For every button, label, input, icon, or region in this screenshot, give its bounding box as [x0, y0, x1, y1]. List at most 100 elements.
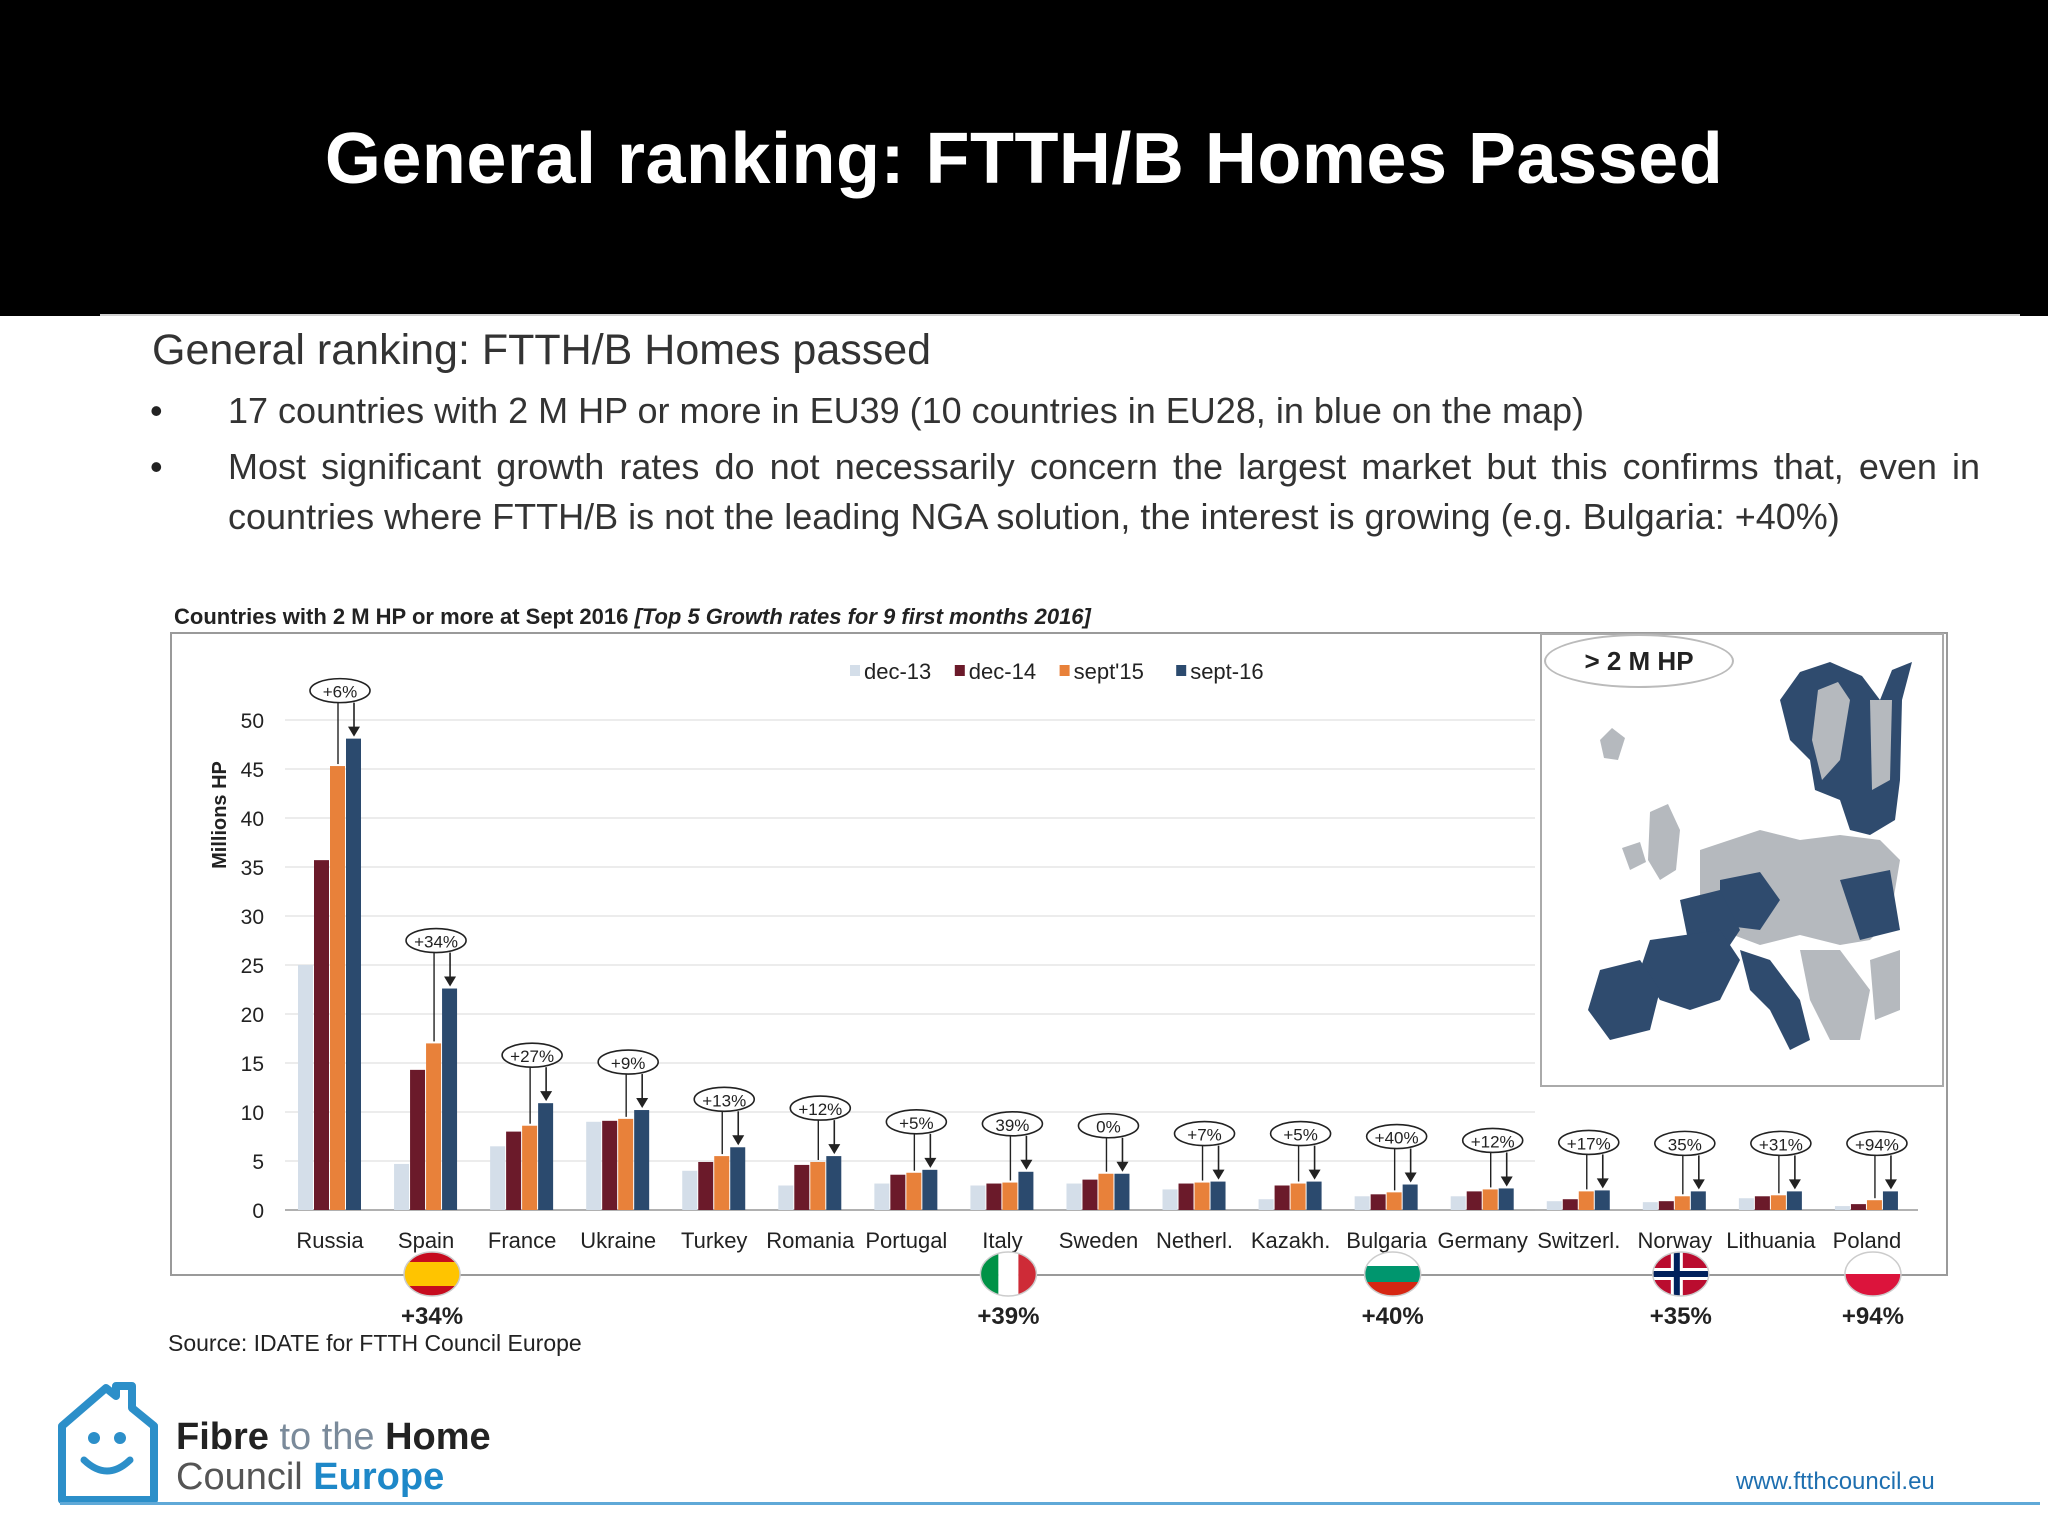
slide-title: General ranking: FTTH/B Homes Passed — [324, 119, 1724, 199]
bar-dec-14 — [1562, 1199, 1578, 1210]
growth-label: +5% — [1283, 1126, 1318, 1145]
growth-arrowhead — [1308, 1169, 1321, 1180]
legend-swatch — [850, 665, 860, 676]
x-tick-label: Sweden — [1059, 1228, 1139, 1253]
website-link[interactable]: www.ftthcouncil.eu — [1736, 1468, 1935, 1495]
bar-dec-13 — [1066, 1183, 1082, 1210]
bar-sept'15 — [1674, 1196, 1690, 1210]
growth-bubble — [405, 927, 467, 954]
growth-arrowhead — [1884, 1179, 1897, 1190]
top5-growth-label: +35% — [1650, 1303, 1712, 1330]
legend-entry: dec-14 — [969, 659, 1036, 684]
title-bar: General ranking: FTTH/B Homes Passed — [0, 0, 2048, 316]
growth-label: +27% — [510, 1047, 554, 1066]
bar-dec-13 — [1450, 1196, 1466, 1210]
bar-dec-13 — [490, 1146, 506, 1210]
growth-bubble — [1269, 1120, 1332, 1147]
bar-dec-13 — [1162, 1189, 1178, 1210]
bar-dec-14 — [410, 1069, 426, 1210]
bar-dec-13 — [298, 965, 313, 1210]
legend-swatch — [1059, 665, 1070, 676]
bar-sept-16 — [1114, 1173, 1130, 1210]
growth-label: +12% — [798, 1100, 842, 1119]
bar-dec-14 — [602, 1120, 618, 1210]
growth-label: +31% — [1759, 1135, 1803, 1154]
growth-bubble — [1077, 1112, 1140, 1139]
y-tick-label: 40 — [241, 808, 264, 831]
bar-dec-14 — [506, 1131, 522, 1210]
bar-dec-14 — [1178, 1183, 1194, 1210]
bar-sept-16 — [442, 988, 458, 1210]
y-tick-label: 35 — [241, 857, 264, 880]
bar-sept-16 — [1786, 1191, 1802, 1210]
bar-dec-13 — [1642, 1202, 1658, 1210]
bar-sept'15 — [714, 1156, 730, 1210]
bar-sept'15 — [1002, 1182, 1018, 1210]
chart-title: Countries with 2 M HP or more at Sept 20… — [174, 604, 1091, 630]
y-tick-label: 5 — [252, 1151, 264, 1174]
bar-dec-14 — [1274, 1185, 1290, 1210]
x-tick-label: France — [488, 1228, 556, 1253]
growth-label: 35% — [1668, 1135, 1702, 1154]
flag-bulgaria-icon — [1363, 1251, 1422, 1297]
growth-label: +7% — [1187, 1126, 1222, 1145]
growth-arrowhead — [1020, 1159, 1033, 1170]
y-tick-label: 45 — [241, 759, 264, 782]
y-tick-label: 0 — [252, 1200, 264, 1223]
growth-arrowhead — [1788, 1179, 1801, 1190]
x-tick-label: Ukraine — [580, 1228, 656, 1253]
bar-dec-14 — [1658, 1201, 1674, 1210]
growth-arrowhead — [444, 976, 457, 987]
footer-divider — [60, 1502, 2040, 1505]
bar-sept-16 — [1018, 1171, 1034, 1210]
bar-sept'15 — [1482, 1189, 1498, 1210]
growth-bubble — [1846, 1130, 1908, 1157]
top5-growth-label: +39% — [977, 1303, 1039, 1330]
growth-label: +9% — [611, 1054, 646, 1073]
top5-growth-label: +94% — [1842, 1303, 1904, 1330]
bar-dec-13 — [778, 1185, 794, 1210]
bullet-marker: • — [150, 446, 163, 487]
legend-entry: sept'15 — [1074, 659, 1144, 684]
bullet-marker: • — [150, 390, 163, 431]
growth-bubble — [1365, 1123, 1428, 1150]
bar-sept-16 — [1306, 1181, 1322, 1210]
y-tick-label: 15 — [241, 1053, 264, 1076]
divider — [100, 314, 2020, 316]
growth-label: +34% — [414, 933, 458, 952]
bar-dec-14 — [794, 1164, 810, 1210]
growth-arrowhead — [636, 1098, 649, 1109]
bar-sept-16 — [826, 1156, 842, 1210]
bar-sept-16 — [538, 1103, 554, 1210]
growth-label: +40% — [1375, 1129, 1419, 1148]
x-tick-label: Switzerl. — [1537, 1228, 1620, 1253]
bar-dec-13 — [970, 1185, 986, 1210]
x-tick-label: Kazakh. — [1251, 1228, 1331, 1253]
bullet-text-2: Most significant growth rates do not nec… — [228, 446, 1980, 537]
bar-sept-16 — [1882, 1191, 1898, 1210]
top5-growth-label: +34% — [401, 1303, 463, 1330]
flag-italy-icon — [979, 1251, 1038, 1297]
growth-arrowhead — [348, 726, 360, 737]
growth-arrowhead — [1596, 1178, 1609, 1189]
bullet-text-1: 17 countries with 2 M HP or more in EU39… — [228, 390, 1585, 431]
growth-arrowhead — [1692, 1179, 1705, 1190]
bar-sept'15 — [1866, 1200, 1882, 1210]
bar-dec-14 — [698, 1161, 714, 1210]
x-tick-label: Russia — [296, 1228, 364, 1253]
bar-sept-16 — [1498, 1188, 1514, 1210]
x-tick-label: Netherl. — [1156, 1228, 1233, 1253]
bar-dec-13 — [586, 1121, 602, 1210]
bar-dec-14 — [890, 1174, 906, 1210]
x-tick-label: Lithuania — [1726, 1228, 1816, 1253]
growth-arrowhead — [732, 1135, 745, 1146]
section-heading: General ranking: FTTH/B Homes passed — [152, 326, 932, 374]
bar-sept'15 — [1578, 1191, 1594, 1210]
bar-sept-16 — [346, 738, 361, 1210]
bar-sept'15 — [1386, 1192, 1402, 1210]
growth-arrowhead — [1404, 1172, 1417, 1183]
bar-sept-16 — [1690, 1191, 1706, 1210]
growth-arrowhead — [1500, 1176, 1513, 1187]
bar-sept'15 — [1770, 1195, 1786, 1210]
